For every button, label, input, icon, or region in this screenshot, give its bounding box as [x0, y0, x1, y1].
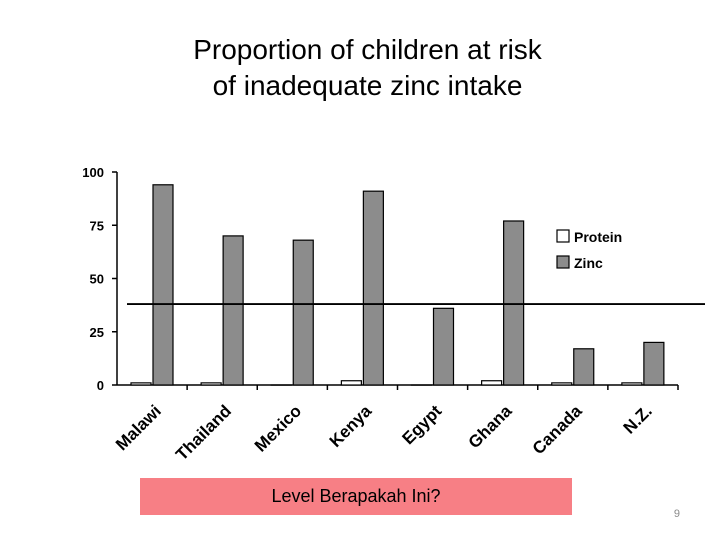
- caption-box: Level Berapakah Ini?: [140, 478, 572, 515]
- x-category-label: N.Z.: [620, 401, 656, 437]
- bar-zinc: [152, 184, 174, 386]
- bar-protein: [551, 382, 573, 386]
- bar-zinc: [432, 307, 455, 386]
- x-category-label: Kenya: [326, 401, 376, 451]
- y-tick-label: 100: [82, 165, 104, 180]
- x-category-label: Thailand: [172, 401, 235, 464]
- bar-protein: [481, 380, 503, 386]
- y-tick-label: 25: [90, 325, 104, 340]
- title-line-1: Proportion of children at risk: [193, 34, 542, 65]
- x-category-label: Egypt: [399, 401, 446, 448]
- x-category-label: Ghana: [465, 401, 516, 452]
- legend-label-zinc: Zinc: [574, 255, 603, 271]
- y-tick-label: 50: [90, 272, 104, 287]
- y-tick-label: 0: [97, 378, 104, 393]
- x-category-label: Canada: [529, 401, 586, 458]
- x-category-label: Malawi: [112, 401, 165, 454]
- page-number: 9: [673, 508, 680, 520]
- bar-zinc: [573, 348, 595, 386]
- bar-protein: [200, 382, 222, 386]
- slide-title: Proportion of children at risk of inadeq…: [0, 32, 720, 104]
- bar-zinc: [503, 220, 525, 386]
- title-line-2: of inadequate zinc intake: [212, 70, 523, 101]
- bar-protein: [130, 382, 152, 386]
- bar-zinc: [222, 235, 244, 386]
- bar-zinc: [362, 190, 384, 386]
- caption-text: Level Berapakah Ini?: [271, 486, 441, 506]
- bar-protein: [621, 382, 643, 386]
- legend-swatch-protein: [556, 229, 570, 243]
- x-category-label: Mexico: [251, 401, 305, 455]
- bar-protein: [340, 380, 362, 386]
- y-tick-label: 75: [90, 218, 104, 233]
- legend-swatch-zinc: [556, 255, 570, 269]
- bar-zinc: [292, 239, 314, 386]
- legend-label-protein: Protein: [574, 229, 622, 245]
- bar-zinc: [643, 341, 665, 386]
